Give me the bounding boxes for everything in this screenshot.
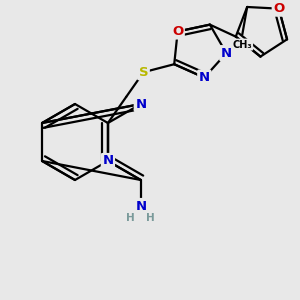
Text: N: N: [102, 154, 113, 167]
Text: S: S: [139, 66, 148, 79]
Text: N: N: [135, 98, 146, 110]
Text: H: H: [146, 213, 155, 223]
Text: CH₃: CH₃: [232, 40, 252, 50]
Text: O: O: [273, 2, 284, 15]
Text: O: O: [172, 25, 183, 38]
Text: N: N: [221, 46, 232, 60]
Text: N: N: [199, 71, 210, 84]
Text: H: H: [126, 213, 135, 223]
Text: N: N: [135, 200, 146, 212]
